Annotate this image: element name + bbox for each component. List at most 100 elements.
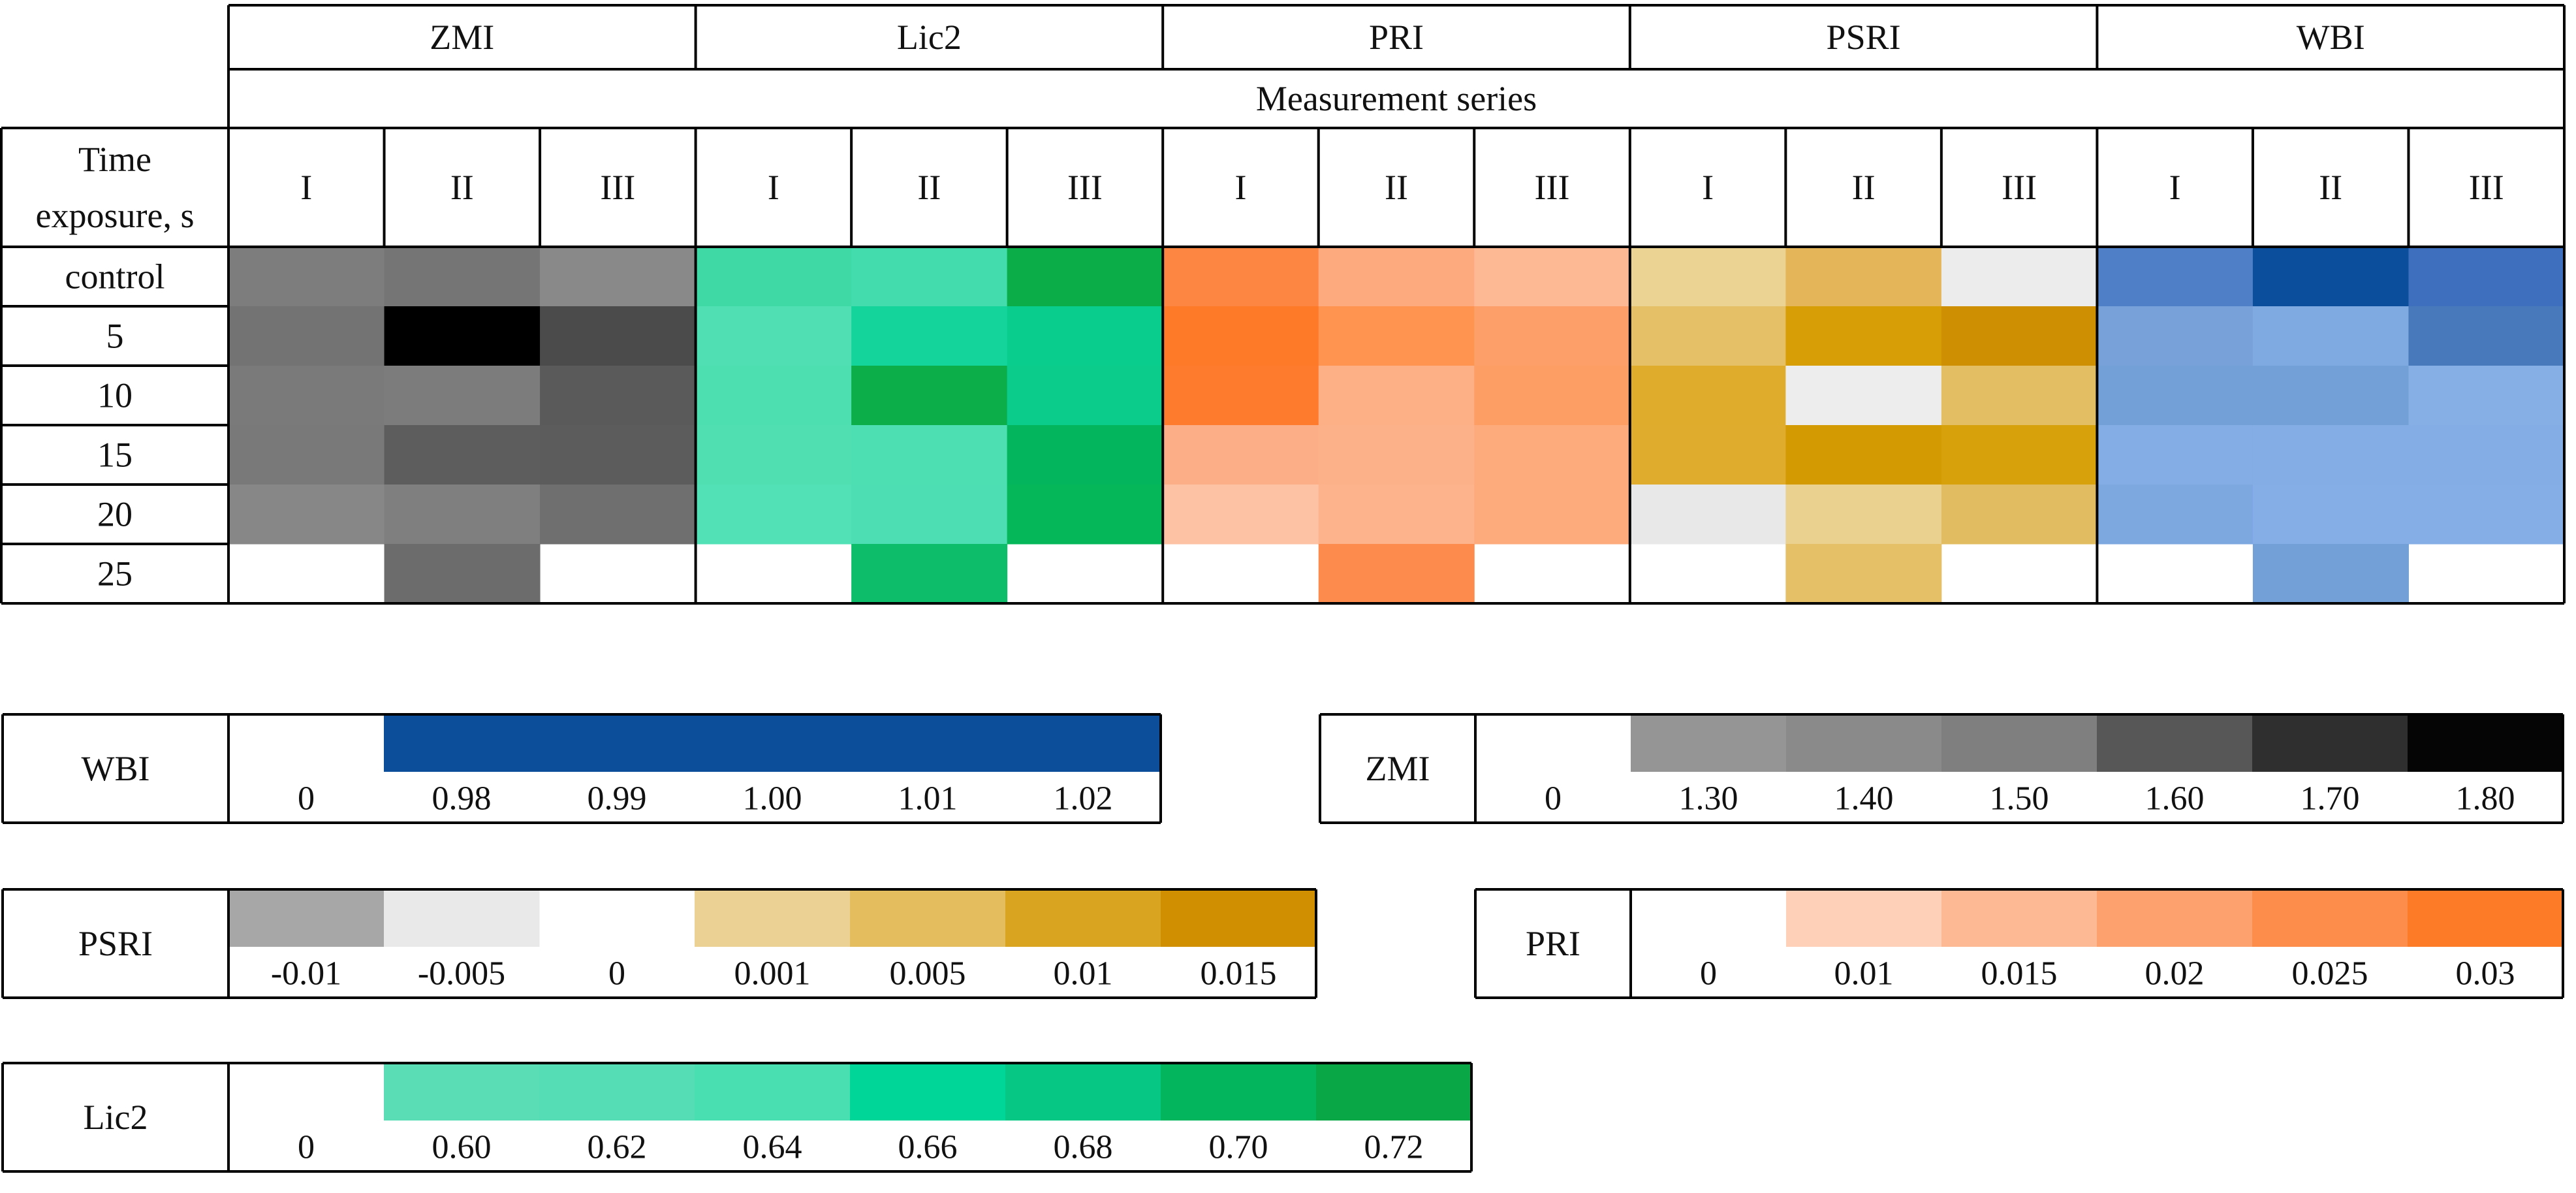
heatmap-cell [1318, 247, 1475, 307]
heatmap-cell [540, 425, 697, 485]
legend-label: -0.01 [271, 955, 341, 993]
legend-label: -0.005 [418, 955, 505, 993]
series-header: II [450, 168, 474, 207]
heatmap-cell [228, 425, 385, 485]
heatmap-cell [1785, 544, 1942, 604]
heatmap-cell [384, 306, 541, 366]
series-header: I [1234, 168, 1246, 207]
heatmap-cell [384, 485, 541, 545]
legend-swatch [228, 889, 385, 947]
legend-label: 0.68 [1054, 1129, 1113, 1166]
heatmap-cell [695, 247, 852, 307]
heatmap-cell [2252, 425, 2409, 485]
legend-label: 0 [1545, 780, 1562, 818]
legend-label: 1.02 [1054, 780, 1113, 818]
legend-label: 1.60 [2145, 780, 2205, 818]
legend-swatch [384, 889, 540, 947]
legend-swatch [850, 1063, 1006, 1121]
heatmap-cell [228, 366, 385, 426]
heatmap-cell [1007, 425, 1163, 485]
heatmap-cell [1941, 425, 2097, 485]
heatmap-cell [384, 366, 541, 426]
heatmap-cell [1007, 247, 1163, 307]
legend-swatch [384, 714, 540, 772]
legend-swatch [2252, 889, 2408, 947]
legend-swatch [1316, 1063, 1472, 1121]
heatmap-cell [695, 306, 852, 366]
legend-title: Lic2 [84, 1098, 148, 1137]
series-header: III [2002, 168, 2037, 207]
heatmap-cell [1474, 306, 1631, 366]
heatmap-cell [2252, 366, 2409, 426]
heatmap-cell [1785, 425, 1942, 485]
legend-label: 0.60 [432, 1129, 492, 1166]
legend-label: 0 [1700, 955, 1717, 993]
legend-title: PSRI [78, 924, 153, 963]
legend-label: 0 [298, 780, 315, 818]
legend-title: PRI [1526, 924, 1580, 963]
heatmap-cell [1941, 485, 2097, 545]
row-label: 10 [97, 376, 133, 415]
heatmap-cell [1941, 247, 2097, 307]
legend-label: 0.64 [743, 1129, 802, 1166]
heatmap-cell [851, 485, 1008, 545]
heatmap-cell [540, 366, 697, 426]
heatmap-cell [851, 425, 1008, 485]
legend-label: 0.99 [588, 780, 647, 818]
heatmap-cell [1163, 366, 1319, 426]
legend-label: 1.00 [743, 780, 802, 818]
legend-swatch [1005, 714, 1161, 772]
series-header: I [300, 168, 312, 207]
legend-swatch [384, 1063, 540, 1121]
legend-swatch [695, 714, 851, 772]
heatmap-cell [851, 366, 1008, 426]
heatmap-cell [1785, 485, 1942, 545]
series-header: II [917, 168, 941, 207]
legend-label: 0.66 [898, 1129, 958, 1166]
heatmap-cell [1629, 306, 1786, 366]
heatmap-cell [1163, 485, 1319, 545]
legend-swatch [1631, 714, 1787, 772]
legend-lic2: Lic2 0 0.60 0.62 0.64 0.66 0.68 0.70 0.72 [1, 1062, 1473, 1173]
legend-swatch [1161, 1063, 1317, 1121]
legend-pri: PRI 0 0.01 0.015 0.02 0.025 0.03 [1474, 888, 2564, 999]
heatmap-cell [2097, 425, 2254, 485]
heatmap-cell [1629, 485, 1786, 545]
legend-swatch [1005, 889, 1161, 947]
legend-label: 0.015 [1981, 955, 2058, 993]
legend-label: 1.01 [898, 780, 958, 818]
row-label: 15 [97, 436, 133, 475]
heatmap-cell [2408, 247, 2565, 307]
heatmap-cell [384, 425, 541, 485]
heatmap-cell [2408, 425, 2565, 485]
legend-label: 1.70 [2301, 780, 2360, 818]
heatmap-cell [1785, 247, 1942, 307]
legend-psri: PSRI -0.01 -0.005 0 0.001 0.005 0.01 0.015 [1, 888, 1317, 999]
series-header: II [1385, 168, 1408, 207]
series-header: III [1067, 168, 1103, 207]
heatmap-cell [540, 247, 697, 307]
row-label: 20 [97, 495, 133, 534]
legend-label: 0.005 [890, 955, 966, 993]
legend-swatch [1941, 889, 2097, 947]
index-header: PRI [1369, 18, 1424, 57]
series-header: II [1852, 168, 1876, 207]
heatmap-cell [1007, 366, 1163, 426]
heatmap-cell [1785, 306, 1942, 366]
legend-swatch [1161, 889, 1317, 947]
index-header: PSRI [1827, 18, 1901, 57]
heatmap-cell [1629, 366, 1786, 426]
legend-swatch [539, 1063, 695, 1121]
legend-title: ZMI [1366, 749, 1430, 788]
legend-swatch [1786, 889, 1942, 947]
heatmap-cell [2408, 306, 2565, 366]
legend-swatch [1786, 714, 1942, 772]
index-header: ZMI [430, 18, 494, 57]
legend-label: 0.025 [2292, 955, 2368, 993]
legend-swatch [2252, 714, 2408, 772]
heatmap-cell [1163, 425, 1319, 485]
heatmap-cell [1474, 366, 1631, 426]
series-header: III [1535, 168, 1570, 207]
series-header: II [2319, 168, 2342, 207]
heatmap-cell [2252, 544, 2409, 604]
